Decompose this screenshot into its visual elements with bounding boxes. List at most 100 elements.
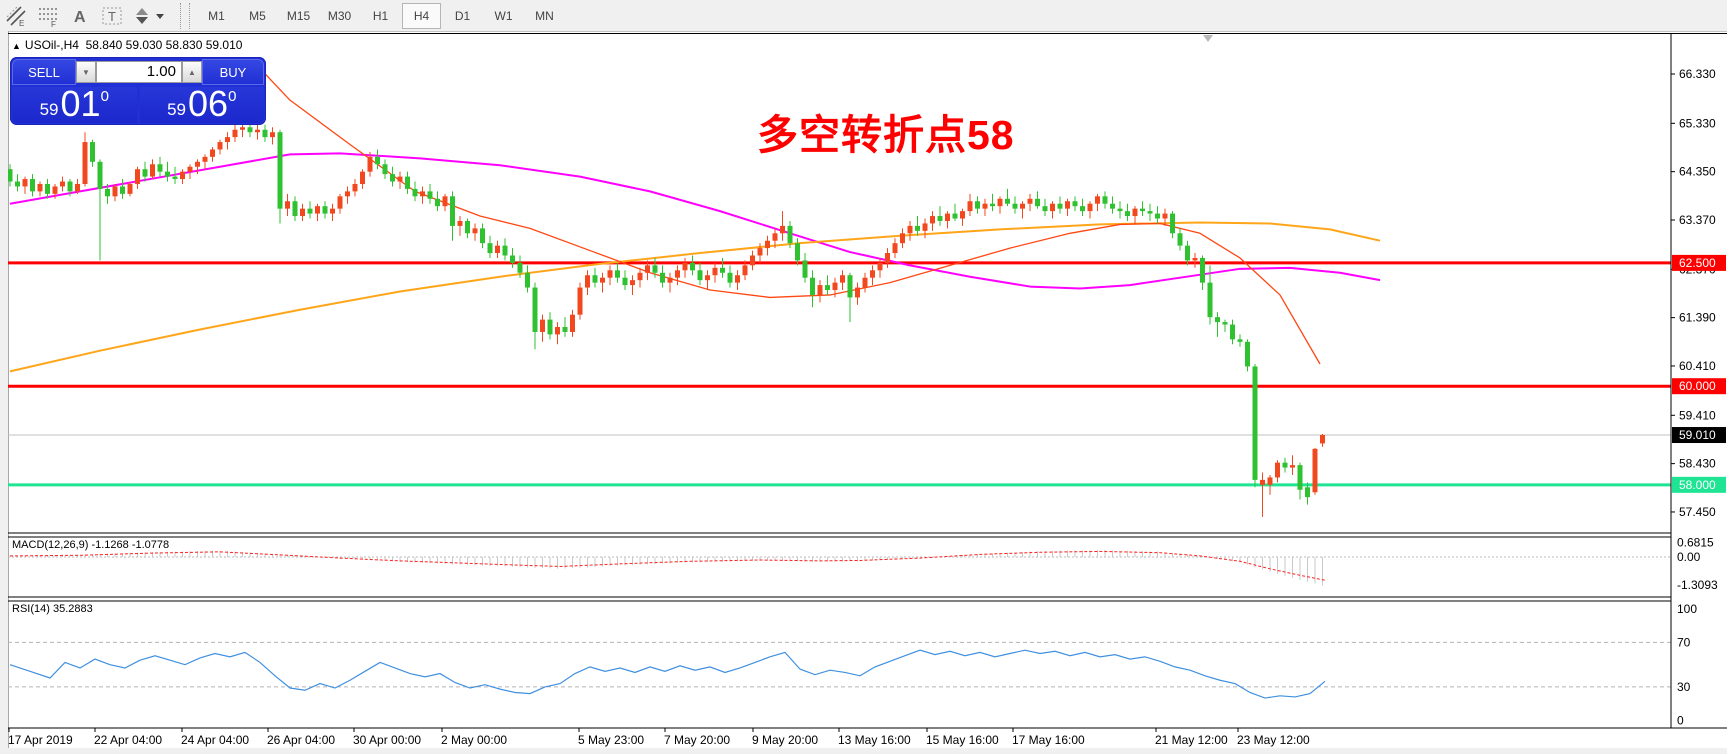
candle-body xyxy=(172,176,178,180)
candle-body xyxy=(870,270,875,278)
price-tick-label: 58.430 xyxy=(1679,457,1716,471)
candle-body xyxy=(165,171,170,177)
volume-increase-button[interactable]: ▲ xyxy=(182,61,202,83)
tab-timeframe-m15[interactable]: M15 xyxy=(286,8,311,23)
candle-body xyxy=(427,191,433,199)
time-axis[interactable]: 17 Apr 2019 22 Apr 04:00 24 Apr 04:00 26 Ap… xyxy=(8,728,1310,747)
candle-body xyxy=(225,137,230,143)
fibonacci-retracement-icon[interactable]: F xyxy=(33,3,63,29)
candle-body xyxy=(885,253,890,263)
candle-body xyxy=(922,223,928,231)
price-axis[interactable]: 66.33065.33064.35063.37062.37061.39060.4… xyxy=(1671,67,1726,727)
tab-timeframe-w1[interactable]: W1 xyxy=(494,8,513,23)
tab-timeframe-m30[interactable]: M30 xyxy=(327,8,352,23)
time-tick-label: 9 May 20:00 xyxy=(752,733,818,747)
candle-body xyxy=(1057,203,1063,209)
candle-body xyxy=(1035,198,1040,207)
sell-button[interactable]: SELL xyxy=(12,59,76,85)
candle-body xyxy=(615,270,620,278)
tab-timeframe-d1[interactable]: D1 xyxy=(454,8,471,23)
main-price-panel[interactable] xyxy=(8,62,1672,517)
ma-gold xyxy=(9,221,1381,373)
candle-body xyxy=(337,196,343,209)
candle-body xyxy=(457,220,463,226)
candle-body xyxy=(210,149,215,157)
candle-body xyxy=(682,262,688,271)
candle-body xyxy=(780,225,785,234)
candle-body xyxy=(1200,257,1205,283)
window-left-edge xyxy=(0,31,9,748)
chart-annotation-text: 多空转折点58 xyxy=(757,112,1015,158)
symbol-title: USOil-,H4 xyxy=(24,38,79,52)
price-tick-label: 63.370 xyxy=(1679,213,1716,227)
candle-body xyxy=(1012,203,1018,209)
candle-body xyxy=(1140,208,1145,212)
candle-body xyxy=(712,267,718,276)
price-tick-label: 64.350 xyxy=(1679,165,1716,179)
candle-body xyxy=(787,225,793,244)
candle-body xyxy=(585,275,590,288)
candle-body xyxy=(637,272,643,281)
candle-body xyxy=(405,176,410,189)
candle-body xyxy=(765,240,770,249)
candle-body xyxy=(22,179,28,187)
rsi-axis-label: 0 xyxy=(1677,713,1684,727)
candle-body xyxy=(157,164,163,172)
time-tick-label: 5 May 23:00 xyxy=(578,733,644,747)
candle-body xyxy=(570,314,575,332)
candle-body xyxy=(60,181,65,187)
sell-price-display[interactable]: 59 01 0 xyxy=(12,86,137,123)
svg-text:F: F xyxy=(51,20,56,27)
candle-body xyxy=(480,228,485,244)
macd-axis-label: 0.6815 xyxy=(1677,535,1714,549)
candle-body xyxy=(1222,322,1228,325)
tab-timeframe-mn[interactable]: MN xyxy=(535,8,554,23)
candle-body xyxy=(472,228,478,234)
rsi-axis-label: 70 xyxy=(1677,635,1691,649)
collapse-arrow-icon[interactable]: ▲ xyxy=(12,41,21,51)
tab-timeframe-m5[interactable]: M5 xyxy=(249,8,266,23)
volume-input[interactable]: 1.00 xyxy=(96,61,182,83)
candle-body xyxy=(232,129,238,138)
one-click-trading-widget: SELL ▼ 1.00 ▲ BUY 59 01 0 59 06 0 xyxy=(10,57,266,125)
candle-body xyxy=(442,196,448,207)
candle-body xyxy=(877,262,883,271)
candle-body xyxy=(330,208,335,214)
macd-panel[interactable] xyxy=(8,550,1671,586)
toolbar: E F A T xyxy=(0,0,1727,32)
candle-body xyxy=(727,272,733,283)
arrows-icon[interactable] xyxy=(129,3,169,29)
sell-price-small: 59 xyxy=(39,100,59,119)
candle-body xyxy=(840,275,845,283)
candle-body xyxy=(1260,479,1265,485)
chart-shift-marker-icon[interactable] xyxy=(1203,35,1213,42)
tab-timeframe-h1[interactable]: H1 xyxy=(372,8,389,23)
candle-body xyxy=(847,275,853,298)
time-tick-label: 13 May 16:00 xyxy=(838,733,911,747)
candle-body xyxy=(600,277,605,283)
toolbar-separator xyxy=(180,2,190,29)
buy-price-display[interactable]: 59 06 0 xyxy=(139,86,264,123)
candle-body xyxy=(1147,211,1153,214)
candle-body xyxy=(217,142,223,150)
candle-body xyxy=(255,129,260,133)
tab-timeframe-m1[interactable]: M1 xyxy=(208,8,225,23)
rsi-panel[interactable] xyxy=(8,641,1671,699)
sell-price-sup: 0 xyxy=(100,88,109,105)
candle-body xyxy=(1020,203,1025,209)
candle-body xyxy=(1110,203,1115,209)
candle-body xyxy=(1185,245,1190,261)
candle-body xyxy=(945,213,950,221)
equidistant-channel-icon[interactable]: E xyxy=(1,3,31,29)
buy-button[interactable]: BUY xyxy=(202,59,264,85)
text-box-icon[interactable]: T xyxy=(97,3,127,29)
text-label-icon[interactable]: A xyxy=(65,3,95,29)
candle-body xyxy=(937,216,943,221)
candle-body xyxy=(135,169,140,184)
candle-body xyxy=(592,275,598,283)
tab-timeframe-h4[interactable]: H4 xyxy=(402,2,441,29)
volume-decrease-button[interactable]: ▼ xyxy=(76,61,96,83)
macd-indicator-label: MACD(12,26,9) -1.1268 -1.0778 xyxy=(12,539,170,551)
candle-body xyxy=(127,183,133,194)
